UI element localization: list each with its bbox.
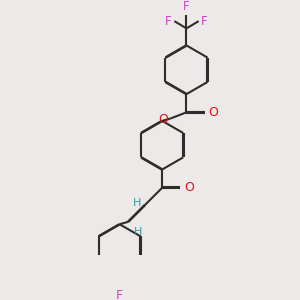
Text: F: F [116, 289, 123, 300]
Text: O: O [208, 106, 218, 119]
Text: H: H [134, 227, 142, 237]
Text: F: F [183, 0, 190, 13]
Text: O: O [184, 181, 194, 194]
Text: H: H [132, 198, 141, 208]
Text: F: F [165, 15, 172, 28]
Text: F: F [201, 15, 208, 28]
Text: O: O [158, 113, 168, 126]
